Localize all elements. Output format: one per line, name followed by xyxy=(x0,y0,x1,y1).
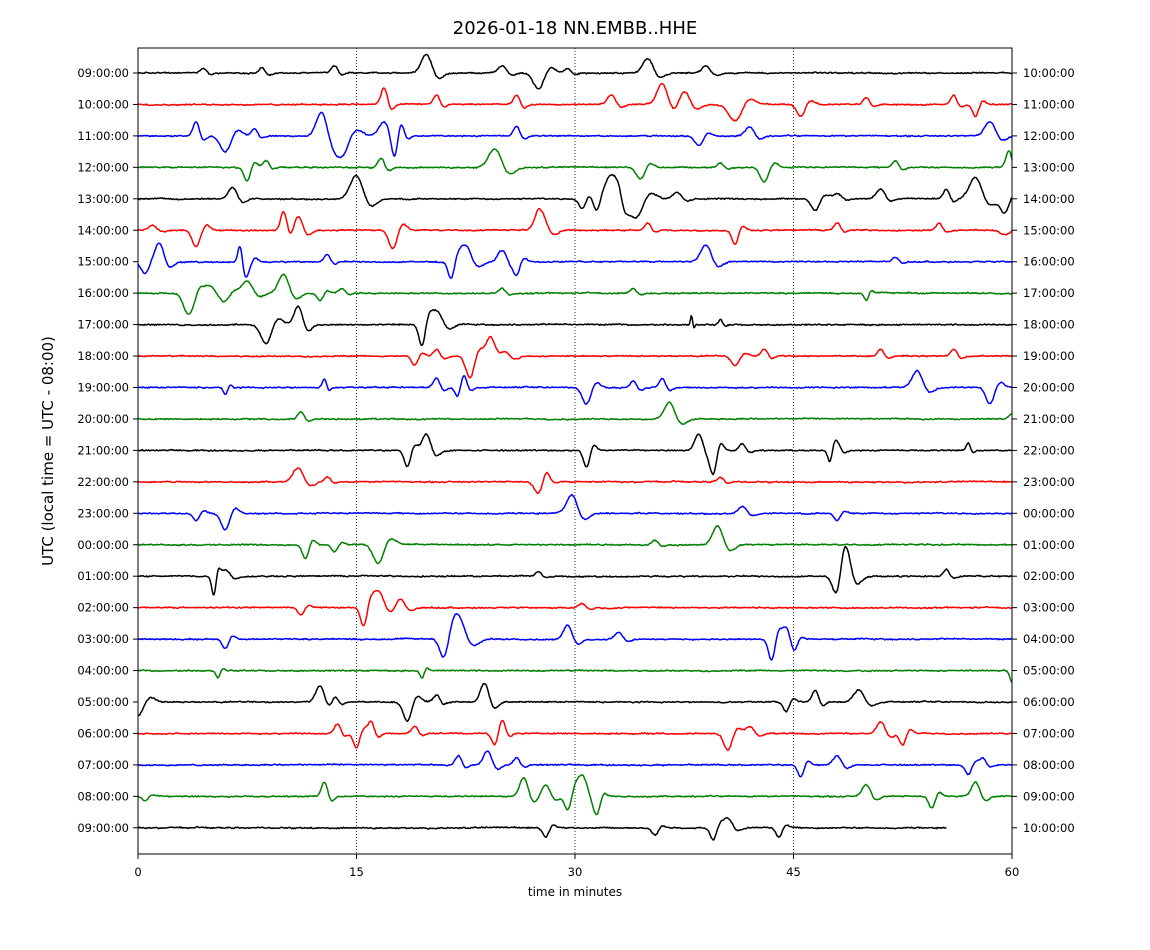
left-time-label: 01:00:00 xyxy=(77,569,129,583)
x-tick-label: 0 xyxy=(134,865,141,879)
left-time-label: 23:00:00 xyxy=(77,506,129,520)
right-time-label: 06:00:00 xyxy=(1023,695,1075,709)
left-time-label: 20:00:00 xyxy=(77,412,129,426)
right-time-label: 03:00:00 xyxy=(1023,601,1075,615)
right-time-label: 02:00:00 xyxy=(1023,569,1075,583)
left-time-label: 06:00:00 xyxy=(77,726,129,740)
trace-line xyxy=(137,242,1013,279)
left-time-label: 05:00:00 xyxy=(77,695,129,709)
right-time-label: 00:00:00 xyxy=(1023,506,1075,520)
trace-line xyxy=(137,148,1013,183)
right-time-label: 22:00:00 xyxy=(1023,443,1075,457)
left-time-label: 18:00:00 xyxy=(77,349,129,363)
trace-line xyxy=(137,467,1013,495)
left-time-label: 09:00:00 xyxy=(77,66,129,80)
right-time-label: 09:00:00 xyxy=(1023,789,1075,803)
right-time-label: 13:00:00 xyxy=(1023,160,1075,174)
left-time-label: 22:00:00 xyxy=(77,475,129,489)
left-time-label: 21:00:00 xyxy=(77,443,129,457)
trace-line xyxy=(137,111,1013,159)
trace-line xyxy=(137,545,1013,596)
trace-line xyxy=(137,273,1013,315)
left-time-label: 11:00:00 xyxy=(77,129,129,143)
right-time-label: 01:00:00 xyxy=(1023,538,1075,552)
left-time-label: 04:00:00 xyxy=(77,664,129,678)
right-time-label: 15:00:00 xyxy=(1023,223,1075,237)
trace-line xyxy=(137,173,1013,219)
right-time-label: 16:00:00 xyxy=(1023,255,1075,269)
x-tick-label: 30 xyxy=(568,865,583,879)
trace-line xyxy=(137,335,1013,379)
trace-line xyxy=(137,82,1013,122)
trace-line xyxy=(137,305,1013,347)
left-time-label: 19:00:00 xyxy=(77,381,129,395)
trace-line xyxy=(137,612,1012,661)
chart-title: 2026-01-18 NN.EMBB..HHE xyxy=(453,18,697,39)
left-time-label: 13:00:00 xyxy=(77,192,129,206)
left-time-label: 03:00:00 xyxy=(77,632,129,646)
y-axis-label: UTC (local time = UTC - 08:00) xyxy=(39,336,57,566)
left-time-label: 15:00:00 xyxy=(77,255,129,269)
right-time-label: 19:00:00 xyxy=(1023,349,1075,363)
x-tick-label: 15 xyxy=(349,865,364,879)
trace-line xyxy=(137,401,1013,425)
trace-line xyxy=(137,493,1013,531)
left-time-label: 07:00:00 xyxy=(77,758,129,772)
left-time-label: 12:00:00 xyxy=(77,160,129,174)
right-time-label: 07:00:00 xyxy=(1023,726,1075,740)
left-time-label: 02:00:00 xyxy=(77,601,129,615)
right-time-label: 20:00:00 xyxy=(1023,381,1075,395)
left-time-label: 00:00:00 xyxy=(77,538,129,552)
right-time-label: 21:00:00 xyxy=(1023,412,1075,426)
left-time-axis: 09:00:00 10:00:00 11:00:00 12:00:00 13:00:00… xyxy=(77,66,138,835)
trace-line xyxy=(137,207,1013,250)
trace-line xyxy=(137,719,1013,752)
trace-line xyxy=(137,817,947,841)
right-time-label: 23:00:00 xyxy=(1023,475,1075,489)
x-tick-label: 60 xyxy=(1005,865,1020,879)
trace-line xyxy=(137,369,1013,405)
left-time-label: 14:00:00 xyxy=(77,223,129,237)
left-time-label: 10:00:00 xyxy=(77,97,129,111)
right-time-label: 10:00:00 xyxy=(1023,66,1075,80)
trace-line xyxy=(137,525,1013,565)
right-time-label: 18:00:00 xyxy=(1023,318,1075,332)
trace-line xyxy=(137,682,1013,723)
x-axis: 0 15 30 45 60 xyxy=(134,854,1019,879)
right-time-axis: 10:00:00 11:00:00 12:00:00 13:00:00 14:00:00… xyxy=(1012,66,1075,835)
trace-line xyxy=(137,667,1013,683)
right-time-label: 14:00:00 xyxy=(1023,192,1075,206)
trace-line xyxy=(137,773,1013,816)
right-time-label: 17:00:00 xyxy=(1023,286,1075,300)
x-axis-label: time in minutes xyxy=(528,885,622,899)
right-time-label: 04:00:00 xyxy=(1023,632,1075,646)
trace-line xyxy=(137,589,1013,627)
trace-line xyxy=(137,750,1012,778)
trace-line xyxy=(137,53,1013,90)
right-time-label: 12:00:00 xyxy=(1023,129,1075,143)
left-time-label: 09:00:00 xyxy=(77,821,129,835)
right-time-label: 11:00:00 xyxy=(1023,97,1075,111)
x-tick-label: 45 xyxy=(786,865,801,879)
left-time-label: 17:00:00 xyxy=(77,318,129,332)
trace-line xyxy=(137,433,1013,476)
right-time-label: 05:00:00 xyxy=(1023,664,1075,678)
left-time-label: 16:00:00 xyxy=(77,286,129,300)
seismogram-traces xyxy=(137,53,1013,841)
left-time-label: 08:00:00 xyxy=(77,789,129,803)
right-time-label: 10:00:00 xyxy=(1023,821,1075,835)
right-time-label: 08:00:00 xyxy=(1023,758,1075,772)
